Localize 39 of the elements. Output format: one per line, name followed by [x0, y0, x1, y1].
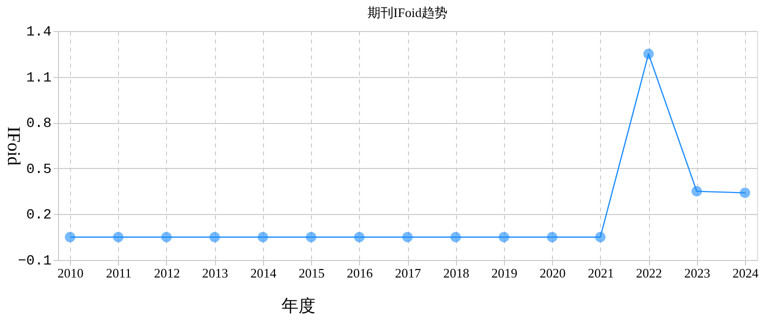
- point: [64, 232, 76, 242]
- point: [546, 232, 558, 242]
- y-tick-label: 1.4: [26, 24, 52, 40]
- point: [402, 232, 413, 242]
- x-tick-label: 2024: [732, 266, 759, 280]
- x-tick-label: 2023: [684, 266, 710, 280]
- x-tick-label: 2011: [106, 266, 132, 280]
- point: [113, 232, 124, 242]
- point: [740, 188, 750, 198]
- y-tick-label: 0.5: [26, 162, 52, 178]
- x-tick-label: 2019: [491, 266, 518, 280]
- y-tick-label: 0.8: [26, 116, 52, 132]
- point: [450, 232, 461, 242]
- point: [354, 232, 365, 242]
- x-tick-label: 2021: [588, 266, 614, 280]
- y-tick-label: −0.1: [18, 254, 52, 270]
- point: [258, 232, 268, 242]
- chart-title: 期刊IFoid趋势: [367, 5, 448, 20]
- x-tick-label: 2010: [58, 266, 84, 280]
- point: [691, 186, 702, 197]
- point: [595, 232, 606, 242]
- y-tick-label: 1.1: [26, 70, 52, 86]
- x-tick-label: 2016: [346, 266, 374, 280]
- x-tick-label: 2013: [202, 266, 228, 280]
- y-axis-title: IFoid: [4, 126, 24, 166]
- x-axis-title: 年度: [282, 296, 316, 316]
- x-tick-label: 2018: [443, 266, 470, 280]
- x-tick-label: 2014: [250, 266, 277, 280]
- y-tick-label: 0.2: [26, 208, 52, 224]
- point: [498, 232, 510, 242]
- x-tick-label: 2020: [540, 266, 566, 280]
- x-tick-label: 2022: [636, 266, 662, 280]
- point: [209, 232, 220, 242]
- x-tick-label: 2012: [154, 266, 180, 280]
- x-tick-label: 2017: [395, 266, 422, 280]
- point: [306, 232, 316, 242]
- point: [161, 232, 172, 242]
- point: [643, 48, 654, 60]
- x-tick-label: 2015: [298, 266, 325, 280]
